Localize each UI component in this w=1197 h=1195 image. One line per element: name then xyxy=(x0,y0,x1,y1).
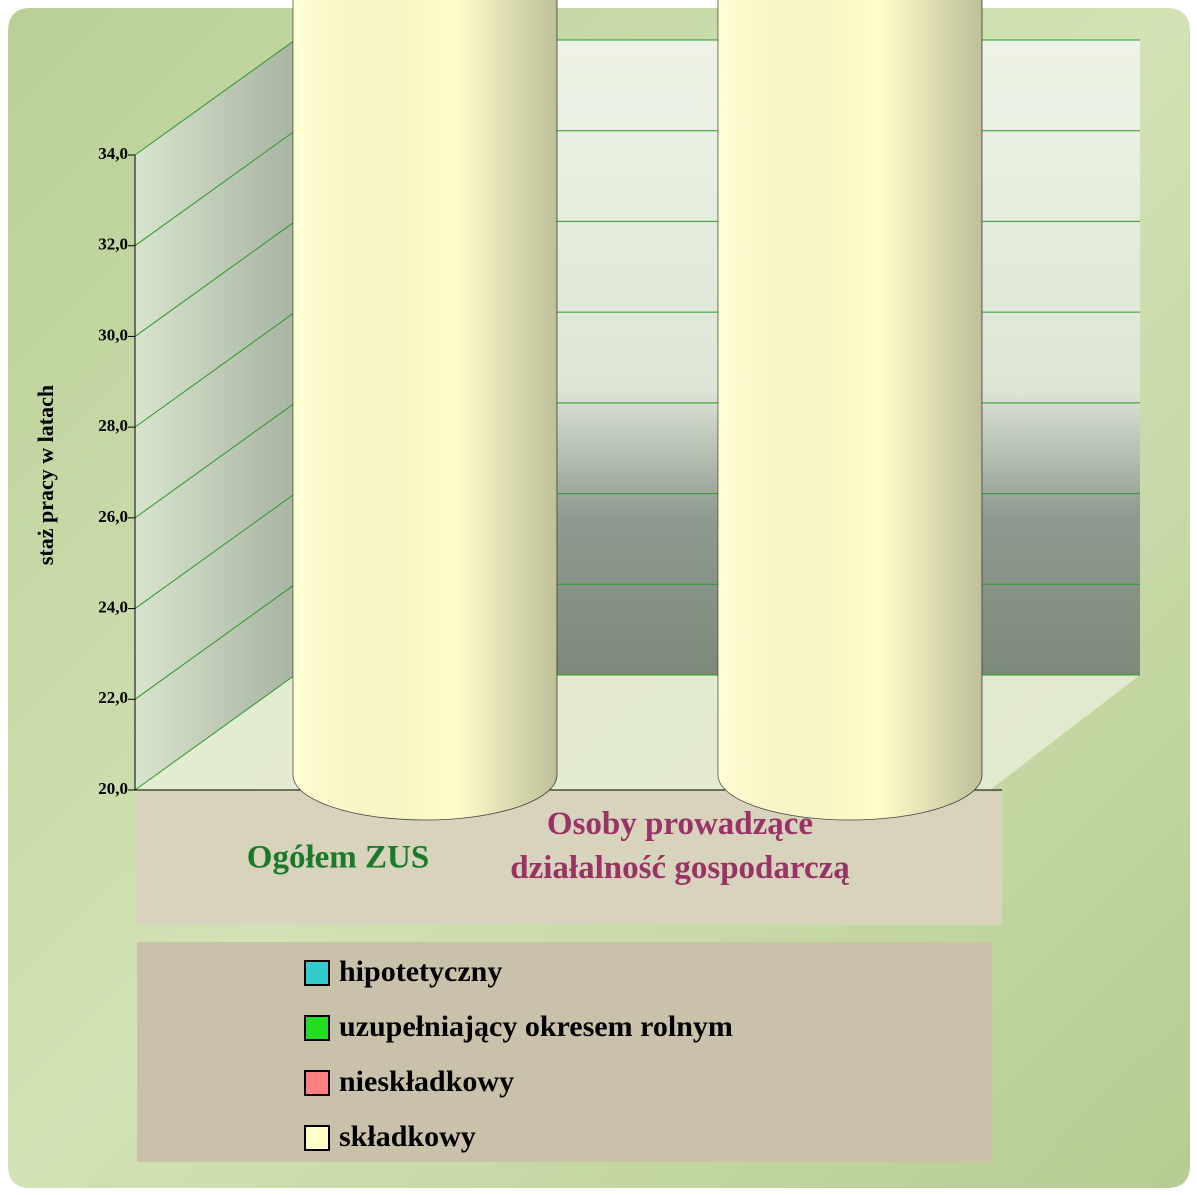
bar-shade xyxy=(293,0,557,820)
y-tick-label: 28,0 xyxy=(98,416,128,435)
y-axis-label: staż pracy w latach xyxy=(33,385,58,565)
y-tick-label: 26,0 xyxy=(98,507,128,526)
x-tick-label: Osoby prowadzące działalność gospodarczą xyxy=(510,806,850,886)
legend-swatch xyxy=(304,960,330,986)
legend-swatch xyxy=(304,1070,330,1096)
legend-swatch xyxy=(304,1125,330,1151)
legend-label: hipotetyczny xyxy=(339,955,502,988)
legend-label: nieskładkowy xyxy=(339,1065,514,1098)
bar-shade xyxy=(718,0,982,820)
x-tick-label: Ogółem ZUS xyxy=(247,840,429,876)
y-tick-label: 22,0 xyxy=(98,688,128,707)
y-tick-label: 24,0 xyxy=(98,597,128,616)
legend-label: składkowy xyxy=(339,1120,476,1153)
y-tick-label: 20,0 xyxy=(98,779,128,798)
y-tick-label: 34,0 xyxy=(98,144,128,163)
floor xyxy=(135,675,1140,790)
y-tick-label: 30,0 xyxy=(98,325,128,344)
legend-swatch xyxy=(304,1015,330,1041)
legend-label: uzupełniający okresem rolnym xyxy=(339,1010,733,1043)
side-wall xyxy=(135,40,295,790)
legend-panel xyxy=(137,942,992,1162)
y-tick-label: 32,0 xyxy=(98,235,128,254)
x-tick-label-wrap: Osoby prowadzące działalność gospodarczą xyxy=(510,806,850,886)
